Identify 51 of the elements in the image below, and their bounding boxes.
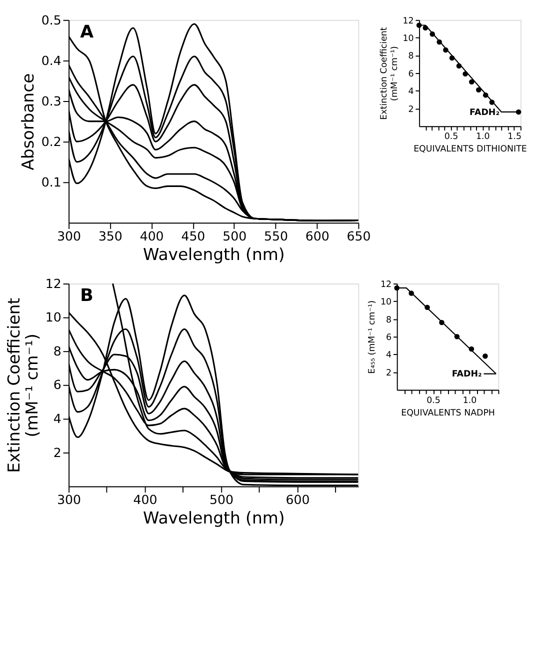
x-tick-label: 1.0 <box>462 396 477 406</box>
y-axis-title: Extinction Coefficient (mM⁻¹ cm⁻¹) <box>379 26 400 120</box>
y-axis-title: Absorbance <box>18 73 38 170</box>
x-axis-title: Wavelength (nm) <box>143 508 285 528</box>
x-tick-label: 450 <box>181 228 206 244</box>
x-tick-label: 600 <box>286 492 310 508</box>
annotation: FADH₂ <box>452 370 482 380</box>
y-tick-label: 6 <box>53 377 62 392</box>
x-axis-title: EQUIVALENTS DITHIONITE <box>414 144 527 155</box>
y-tick-label: 8 <box>53 343 62 358</box>
x-tick-label: 0.5 <box>444 132 458 142</box>
y-tick-label: 2 <box>53 444 62 460</box>
y-tick-label: 4 <box>53 411 62 426</box>
y-tick-label: 10 <box>380 298 392 308</box>
y-axis-title: E₄₅₅ (mM⁻¹ cm⁻¹) <box>368 300 378 374</box>
y-tick-label: 0.5 <box>41 12 62 28</box>
x-axis-title: Wavelength (nm) <box>143 244 285 264</box>
y-tick-label: 4 <box>386 350 392 361</box>
y-tick-label: 6 <box>386 333 392 344</box>
y-tick-label: 2 <box>386 368 392 378</box>
x-tick-label: 300 <box>57 228 82 244</box>
x-tick-label: 500 <box>210 492 234 508</box>
chart-title: B <box>80 286 94 306</box>
annotation: FADH₂ <box>470 108 500 118</box>
x-tick-label: 400 <box>133 492 158 508</box>
y-tick-label: 10 <box>402 34 414 44</box>
y-tick-label: 0.4 <box>41 52 62 68</box>
x-axis-title: EQUIVALENTS NADPH <box>401 408 495 418</box>
x-tick-label: 350 <box>98 228 122 244</box>
chart-title: A <box>80 22 94 42</box>
x-tick-label: 1.5 <box>508 132 522 142</box>
y-tick-label: 8 <box>408 52 414 62</box>
y-tick-label: 4 <box>408 87 414 98</box>
y-tick-label: 12 <box>380 280 392 290</box>
x-tick-label: 600 <box>305 228 330 244</box>
x-tick-label: 1.0 <box>476 132 490 142</box>
y-tick-label: 12 <box>45 276 62 291</box>
y-tick-label: 0.3 <box>41 93 62 108</box>
y-tick-label: 10 <box>45 310 62 325</box>
y-axis-title: Extinction Coefficient (mM⁻¹ cm⁻¹) <box>4 297 42 473</box>
x-tick-label: 400 <box>140 228 164 244</box>
x-tick-label: 300 <box>57 492 82 508</box>
y-tick-label: 12 <box>402 16 414 26</box>
x-tick-label: 550 <box>264 228 288 244</box>
y-tick-label: 0.1 <box>41 174 62 190</box>
x-tick-label: 650 <box>346 228 371 244</box>
y-tick-label: 2 <box>408 104 414 115</box>
y-tick-label: 0.2 <box>41 134 62 149</box>
x-tick-label: 500 <box>222 228 247 244</box>
y-tick-label: 6 <box>408 69 414 80</box>
y-tick-label: 8 <box>386 315 392 326</box>
